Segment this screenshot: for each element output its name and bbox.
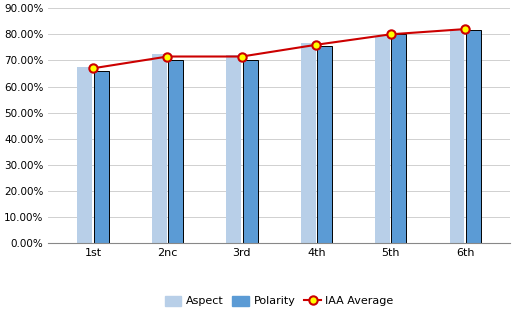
- Bar: [243, 61, 258, 243]
- Bar: [168, 61, 183, 243]
- Bar: [317, 46, 332, 243]
- Legend: Aspect, Polarity, IAA Average: Aspect, Polarity, IAA Average: [160, 291, 398, 311]
- Bar: [375, 36, 390, 243]
- Bar: [450, 29, 465, 243]
- Bar: [94, 71, 108, 243]
- Bar: [466, 30, 481, 243]
- Bar: [392, 34, 407, 243]
- Bar: [301, 43, 316, 243]
- Bar: [152, 54, 167, 243]
- Bar: [78, 67, 93, 243]
- Bar: [226, 55, 241, 243]
